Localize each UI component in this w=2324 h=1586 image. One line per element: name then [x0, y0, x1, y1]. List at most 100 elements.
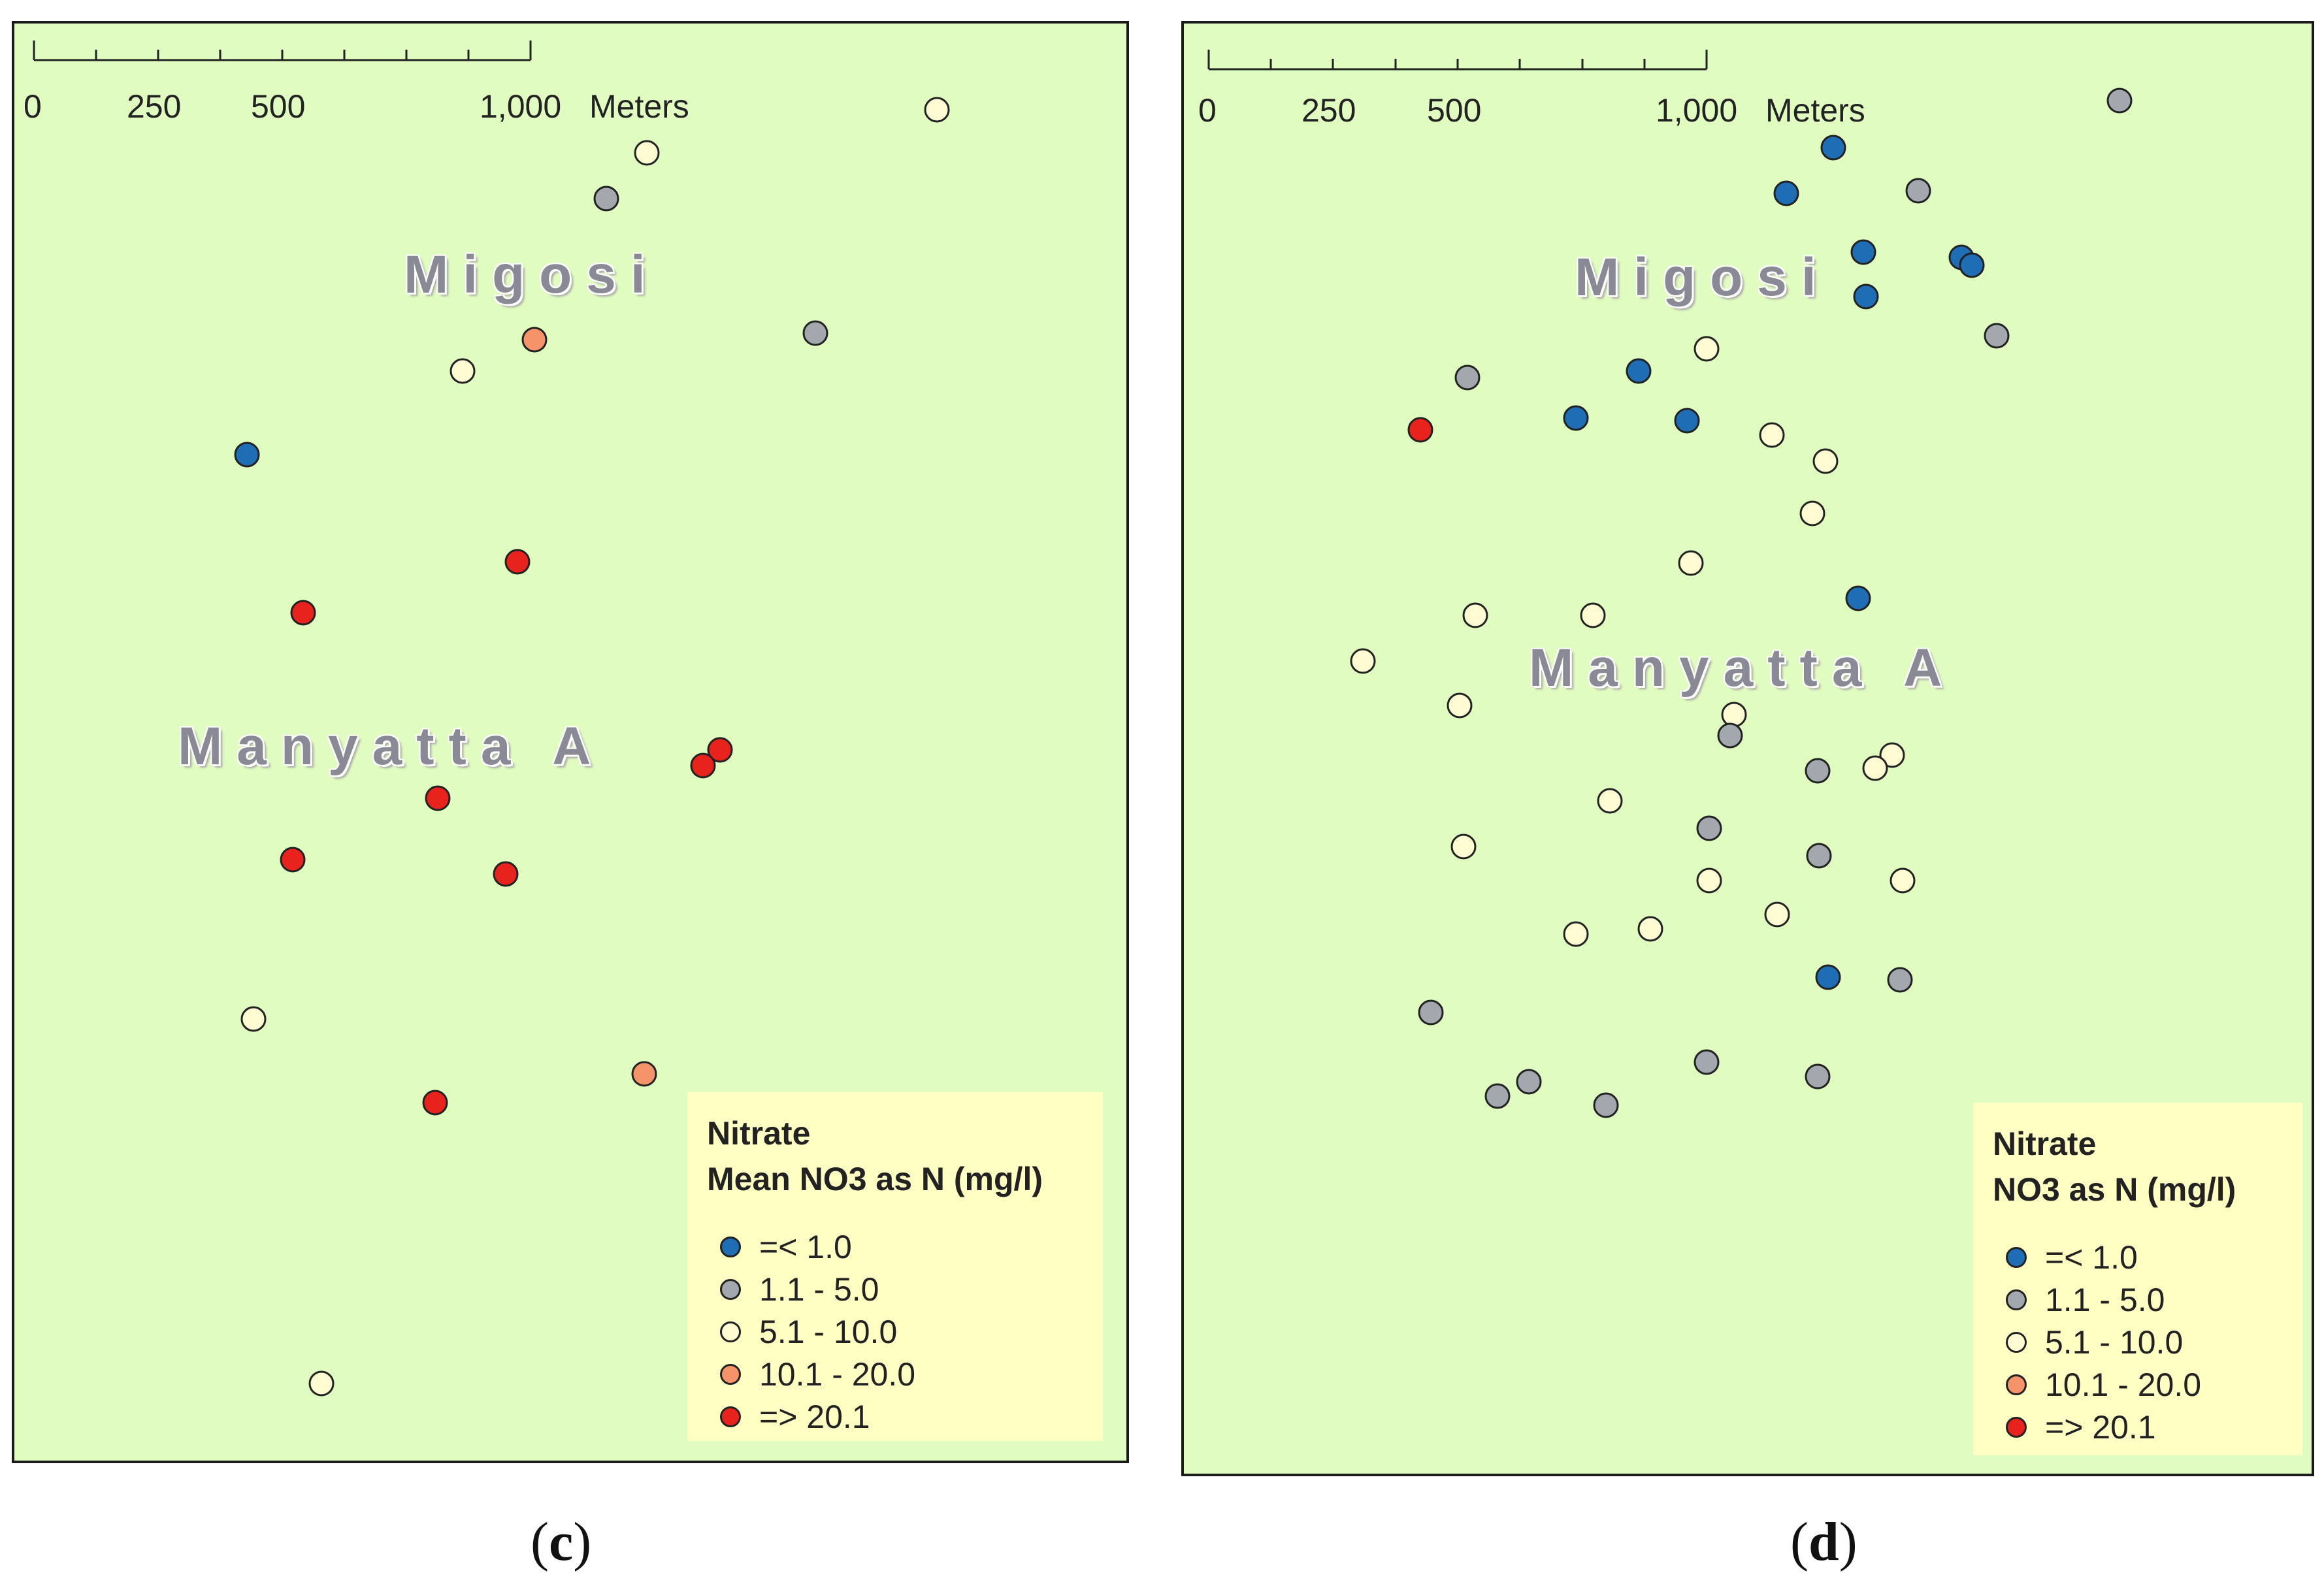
well-point	[1674, 408, 1700, 434]
scale-label-0: 0	[1198, 92, 1217, 129]
legend-item: 10.1 - 20.0	[1993, 1363, 2283, 1406]
legend-swatch-gray	[720, 1278, 741, 1300]
well-point	[634, 140, 660, 166]
figure-caption-d: (d)	[1790, 1512, 1858, 1572]
well-point	[1696, 815, 1722, 841]
well-point	[1905, 178, 1931, 204]
well-point	[1879, 742, 1905, 768]
well-point	[924, 97, 950, 123]
well-point	[1799, 500, 1825, 526]
well-point	[802, 320, 828, 346]
well-point	[1580, 602, 1606, 628]
scale-label-1000: 1,000	[480, 88, 562, 125]
legend-swatch-dark-blue	[720, 1236, 741, 1257]
legend-title: Nitrate	[1993, 1125, 2097, 1162]
well-point	[1450, 833, 1477, 860]
well-point	[290, 600, 316, 626]
legend-subtitle: Mean NO3 as N (mg/l)	[707, 1161, 1043, 1197]
well-point	[707, 737, 733, 763]
well-point	[1593, 1092, 1619, 1118]
well-point	[234, 442, 260, 468]
well-point	[1764, 901, 1790, 928]
figure-caption-c: (c)	[531, 1512, 592, 1572]
place-label-manyatta-a: Manyatta A	[1529, 638, 1957, 698]
legend-item: 10.1 - 20.0	[707, 1353, 1083, 1395]
well-point	[1407, 417, 1433, 443]
legend-title: Nitrate	[707, 1115, 811, 1152]
well-point	[1418, 999, 1444, 1026]
scale-label-500: 500	[1427, 92, 1482, 129]
legend-item: =< 1.0	[1993, 1236, 2283, 1278]
legend-swatch-orange	[2006, 1374, 2027, 1395]
well-point	[240, 1006, 267, 1032]
scale-bar: 0 250 500 1,000 Meters	[14, 24, 689, 154]
legend-swatch-dark-blue	[2006, 1246, 2027, 1268]
legend-swatch-red	[720, 1406, 741, 1427]
place-label-manyatta-a: Manyatta A	[178, 717, 606, 776]
well-point	[1462, 602, 1488, 628]
well-point	[1850, 239, 1876, 265]
well-point	[1773, 180, 1799, 206]
scale-label-250: 250	[127, 88, 182, 125]
well-point	[1805, 758, 1831, 784]
well-point	[1563, 405, 1589, 431]
well-point	[1563, 921, 1589, 947]
well-point	[1694, 1049, 1720, 1075]
well-point	[631, 1061, 657, 1087]
legend-swatch-gray	[2006, 1289, 2027, 1310]
scale-bar: 0 250 500 1,000 Meters	[1184, 24, 1865, 154]
scale-bar-ticks	[1207, 50, 1708, 71]
well-point	[1637, 916, 1663, 942]
well-point	[1484, 1083, 1511, 1109]
well-point	[2106, 88, 2133, 114]
well-point	[1815, 964, 1841, 990]
well-point	[280, 847, 306, 873]
well-point	[1626, 358, 1652, 384]
well-point	[1694, 336, 1720, 362]
scale-bar-ticks	[33, 40, 532, 61]
well-points-c	[234, 97, 950, 1397]
well-points-d	[1350, 88, 2133, 1118]
well-point	[1350, 648, 1376, 674]
legend-subtitle: NO3 as N (mg/l)	[1993, 1171, 2236, 1208]
scale-label-1000: 1,000	[1656, 92, 1738, 129]
well-point	[1806, 843, 1832, 869]
scale-label-500: 500	[251, 88, 306, 125]
well-point	[1845, 585, 1871, 611]
well-point	[1959, 252, 1985, 278]
well-point	[1853, 283, 1879, 310]
well-point	[425, 785, 451, 811]
legend-swatch-red	[2006, 1416, 2027, 1438]
legend-item: => 20.1	[707, 1395, 1083, 1438]
well-point	[1890, 867, 1916, 894]
well-point	[450, 358, 476, 384]
legend-item: 5.1 - 10.0	[707, 1310, 1083, 1353]
legend-item: => 20.1	[1993, 1406, 2283, 1448]
well-point	[690, 753, 716, 779]
well-point	[1717, 722, 1743, 749]
well-point	[422, 1090, 448, 1116]
well-point	[1678, 550, 1704, 576]
legend-swatch-pale-yellow	[720, 1321, 741, 1342]
well-point	[1597, 788, 1623, 814]
legend: Nitrate NO3 as N (mg/l) =< 1.0 1.1 - 5.0…	[1973, 1103, 2302, 1455]
well-point	[504, 549, 531, 575]
well-point	[1805, 1063, 1831, 1090]
well-point	[1454, 364, 1481, 391]
place-label-migosi: Migosi	[404, 245, 660, 304]
well-point	[1812, 448, 1839, 474]
scale-unit: Meters	[589, 88, 689, 125]
legend-item: 1.1 - 5.0	[1993, 1278, 2283, 1321]
scale-label-250: 250	[1301, 92, 1356, 129]
well-point	[1721, 702, 1747, 728]
legend-swatch-orange	[720, 1363, 741, 1385]
legend-swatch-pale-yellow	[2006, 1331, 2027, 1353]
well-point	[1887, 967, 1913, 993]
legend: Nitrate Mean NO3 as N (mg/l) =< 1.0 1.1 …	[687, 1092, 1103, 1441]
scale-unit: Meters	[1765, 92, 1865, 129]
map-panel-d: 0 250 500 1,000 Meters Migosi Manyatta A	[1181, 21, 2314, 1476]
well-point	[1820, 135, 1846, 161]
legend-item: 5.1 - 10.0	[1993, 1321, 2283, 1363]
well-point	[1984, 323, 2010, 349]
well-point	[493, 861, 519, 887]
